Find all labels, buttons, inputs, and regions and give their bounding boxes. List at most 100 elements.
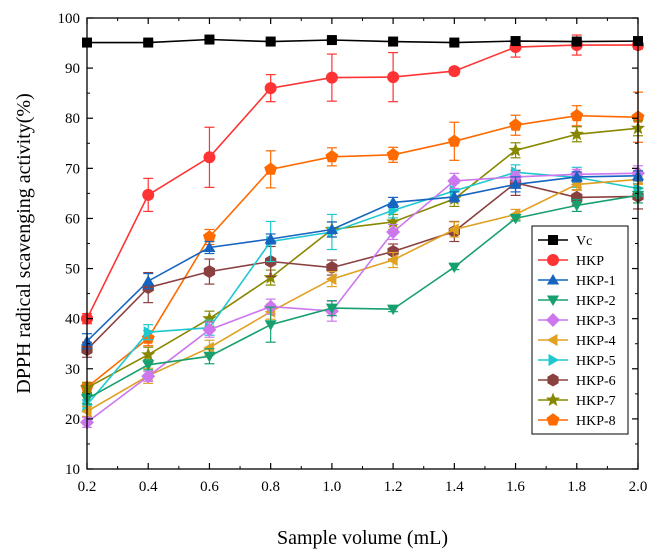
- data-point: [142, 188, 155, 201]
- legend-label: HKP: [576, 254, 604, 269]
- data-point: [264, 320, 277, 331]
- data-point: [264, 82, 277, 95]
- data-point: [203, 151, 216, 164]
- data-point: [571, 36, 582, 47]
- data-point: [143, 37, 154, 48]
- y-tick-label: 30: [65, 362, 80, 378]
- data-point: [325, 150, 339, 163]
- data-point: [509, 118, 522, 131]
- data-point: [447, 134, 461, 147]
- x-tick-label: 1.6: [506, 479, 525, 495]
- legend-label: HKP-7: [576, 394, 616, 409]
- y-tick-label: 50: [65, 262, 80, 278]
- legend-label: HKP-6: [576, 374, 616, 389]
- x-tick-label: 1.4: [445, 479, 464, 495]
- y-tick-label: 60: [65, 211, 80, 227]
- data-point: [325, 303, 338, 315]
- axes: 10 20 30 40 50 60 70 80 90 100 0.2 0.4 0.6 0.8 1.0 1.2 1…: [58, 11, 648, 495]
- data-point: [265, 36, 276, 47]
- series-line: [86, 194, 639, 400]
- data-point: [203, 351, 216, 363]
- data-point: [141, 369, 156, 384]
- data-point: [448, 223, 459, 236]
- data-point: [570, 108, 584, 122]
- data-point: [387, 245, 399, 258]
- data-point: [204, 34, 215, 45]
- data-point: [386, 225, 401, 239]
- data-point: [387, 71, 400, 84]
- y-tick-label: 90: [65, 61, 80, 77]
- data-point: [203, 230, 216, 243]
- legend-label: HKP-8: [576, 414, 616, 429]
- legend-marker: [546, 295, 560, 306]
- legend: Vc HKP HKP-1 HKP-2 HKP-3 HKP-4 HKP-5 HKP-6 HKP-7…: [531, 225, 629, 435]
- legend-marker: [545, 392, 561, 407]
- data-point: [141, 347, 156, 361]
- data-point: [387, 304, 400, 316]
- legend-item-hkp-3: HKP-3: [538, 313, 616, 329]
- data-point: [388, 36, 399, 47]
- series-line: [86, 182, 639, 351]
- data-point: [386, 148, 400, 161]
- data-point: [143, 326, 155, 339]
- data-point: [325, 71, 338, 84]
- data-point: [447, 173, 462, 188]
- legend-label: HKP-4: [576, 334, 616, 349]
- data-point: [508, 142, 523, 157]
- data-point: [387, 196, 400, 207]
- data-point: [326, 35, 337, 46]
- data-point: [82, 398, 93, 411]
- series-line: [86, 172, 639, 424]
- data-point: [202, 311, 217, 325]
- data-point: [569, 126, 584, 141]
- series-hkp-8: [80, 91, 645, 393]
- series-line: [86, 178, 639, 413]
- data-point: [386, 214, 401, 228]
- series-line: [86, 114, 639, 388]
- data-point: [570, 200, 583, 212]
- data-point: [81, 405, 92, 418]
- legend-item-hkp: HKP: [538, 254, 604, 269]
- y-tick-label: 80: [65, 111, 80, 127]
- legend-label: HKP-1: [576, 274, 616, 289]
- y-tick-label: 10: [65, 462, 80, 478]
- x-tick-label: 0.2: [78, 479, 97, 495]
- legend-item-hkp-2: HKP-2: [538, 294, 616, 309]
- data-point: [203, 265, 216, 279]
- data-point: [326, 261, 338, 275]
- x-tick-label: 2.0: [629, 479, 648, 495]
- legend-marker: [548, 235, 558, 245]
- legend-marker: [547, 373, 559, 387]
- legend-marker: [548, 353, 559, 367]
- x-tick-label: 1.0: [323, 479, 342, 495]
- legend-item-hkp-7: HKP-7: [538, 392, 616, 409]
- x-tick-label: 1.2: [384, 479, 403, 495]
- legend-item-hkp-8: HKP-8: [538, 413, 616, 429]
- data-point: [325, 273, 337, 286]
- legend-item-vc: Vc: [538, 234, 592, 249]
- series-hkp-1: [80, 169, 645, 350]
- x-tick-label: 0.4: [139, 479, 158, 495]
- data-point: [448, 190, 461, 202]
- x-tick-label: 1.8: [567, 479, 586, 495]
- data-point: [264, 162, 278, 175]
- series-line: [87, 38, 639, 44]
- y-tick-label: 40: [65, 312, 80, 328]
- legend-label: Vc: [576, 234, 592, 249]
- data-point: [387, 254, 398, 267]
- data-point: [510, 36, 521, 47]
- data-point: [142, 275, 155, 286]
- legend-item-hkp-4: HKP-4: [538, 333, 616, 349]
- data-point: [509, 213, 522, 225]
- y-tick-label: 100: [58, 11, 81, 27]
- data-point: [449, 37, 460, 48]
- data-point: [325, 223, 338, 234]
- data-point: [203, 341, 214, 354]
- legend-marker: [546, 274, 560, 285]
- data-point: [448, 262, 461, 274]
- data-point: [448, 65, 461, 78]
- data-point: [571, 190, 583, 204]
- y-tick-label: 70: [65, 161, 80, 177]
- data-point: [203, 241, 216, 252]
